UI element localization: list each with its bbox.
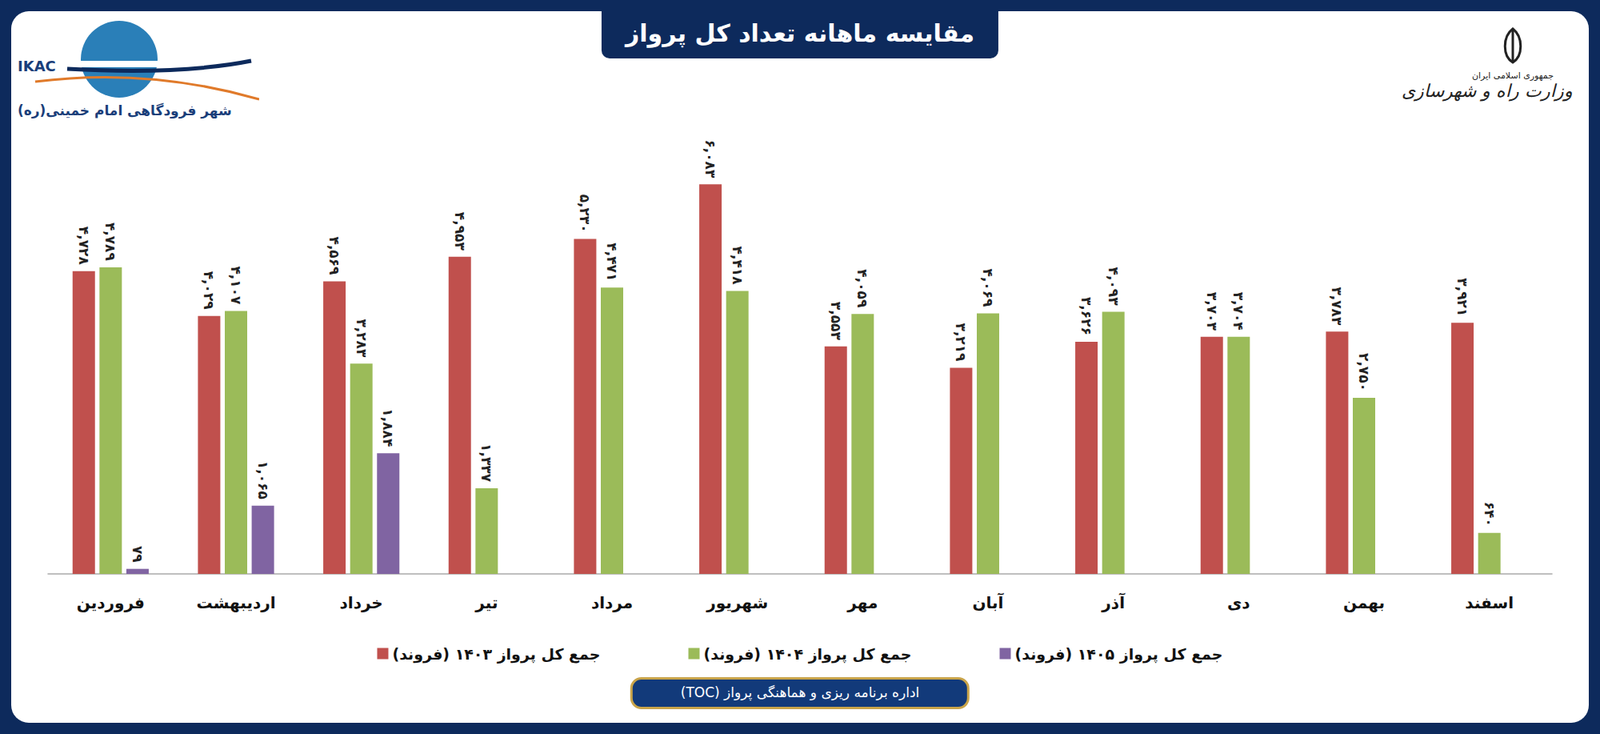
html-text:جمهوری اسلامی ایران: جمهوری اسلامی ایران	[1472, 70, 1554, 81]
svg-text:۳,۲۸۳: ۳,۲۸۳	[353, 318, 370, 358]
svg-text:تیر: تیر	[474, 592, 498, 612]
svg-text:اسفند: اسفند	[1464, 592, 1514, 612]
svg-text:۴,۰۶۹: ۴,۰۶۹	[980, 268, 996, 308]
svg-text:۴,۷۲۸: ۴,۷۲۸	[76, 226, 92, 266]
svg-text:دی: دی	[1227, 592, 1251, 612]
svg-text:۱,۰۶۵: ۱,۰۶۵	[255, 460, 272, 500]
svg-text:۵,۲۳۰: ۵,۲۳۰	[576, 194, 593, 233]
svg-text:فروردین: فروردین	[76, 592, 145, 612]
html-text:IKAC: IKAC	[17, 57, 56, 75]
svg-text:۴,۰۹۳: ۴,۰۹۳	[1105, 267, 1122, 307]
html-text:شهر فرودگاهی امام خمینی(ره): شهر فرودگاهی امام خمینی(ره)	[17, 102, 232, 119]
svg-text:مرداد: مرداد	[591, 592, 633, 612]
svg-text:۴,۱۰۷: ۴,۱۰۷	[228, 265, 244, 305]
svg-text:شهریور: شهریور	[705, 592, 768, 612]
svg-text:جمع کل پرواز ۱۴۰۳ (فروند): جمع کل پرواز ۱۴۰۳ (فروند)	[392, 644, 600, 664]
svg-text:مهر: مهر	[846, 592, 878, 612]
svg-text:۱,۳۳۷: ۱,۳۳۷	[478, 443, 495, 483]
svg-text:آذر: آذر	[1100, 592, 1126, 612]
svg-text:آبان: آبان	[972, 592, 1005, 612]
svg-text:۴,۰۵۹: ۴,۰۵۹	[854, 268, 871, 308]
svg-text:جمع کل پرواز ۱۴۰۵ (فروند): جمع کل پرواز ۱۴۰۵ (فروند)	[1015, 644, 1224, 664]
svg-text:۶۴۰: ۶۴۰	[1481, 501, 1498, 527]
html-text:اداره برنامه ریزی و هماهنگی پر: اداره برنامه ریزی و هماهنگی پرواز (TOC)	[680, 684, 920, 700]
html-text:مقایسه ماهانه تعداد کل پرواز: مقایسه ماهانه تعداد کل پرواز	[625, 19, 975, 48]
svg-text:۳,۷۰۳: ۳,۷۰۳	[1204, 292, 1220, 332]
svg-text:اردیبهشت: اردیبهشت	[196, 592, 276, 612]
svg-text:۲,۷۵۰: ۲,۷۵۰	[1356, 352, 1372, 392]
svg-text:۴,۵۶۹: ۴,۵۶۹	[326, 236, 343, 276]
svg-text:جمع کل پرواز ۱۴۰۴ (فروند): جمع کل پرواز ۱۴۰۴ (فروند)	[703, 644, 912, 664]
svg-text:۳,۵۵۳: ۳,۵۵۳	[828, 301, 844, 341]
svg-text:۳,۹۲۱: ۳,۹۲۱	[1454, 277, 1471, 316]
svg-text:۴,۴۷۱: ۴,۴۷۱	[604, 242, 620, 281]
html-text:وزارت راه و شهرسازی: وزارت راه و شهرسازی	[1401, 80, 1573, 101]
svg-text:۴,۴۱۸: ۴,۴۱۸	[729, 246, 746, 286]
svg-text:۱,۸۸۴: ۱,۸۸۴	[380, 408, 396, 447]
svg-text:۳,۲۱۹: ۳,۲۱۹	[952, 323, 969, 363]
svg-text:بهمن: بهمن	[1343, 592, 1385, 612]
svg-text:۳,۷۸۳: ۳,۷۸۳	[1328, 286, 1345, 326]
svg-text:خرداد: خرداد	[340, 592, 384, 612]
svg-text:۴,۰۲۹: ۴,۰۲۹	[200, 271, 217, 311]
svg-text:۷۹: ۷۹	[129, 545, 146, 563]
svg-text:۳,۷۰۴: ۳,۷۰۴	[1230, 292, 1247, 331]
svg-text:۴,۷۸۹: ۴,۷۸۹	[102, 222, 119, 262]
svg-text:۶,۰۸۳: ۶,۰۸۳	[702, 139, 719, 179]
svg-text:۴,۹۵۳: ۴,۹۵۳	[452, 212, 468, 252]
svg-text:۳,۶۲۶: ۳,۶۲۶	[1078, 296, 1095, 336]
